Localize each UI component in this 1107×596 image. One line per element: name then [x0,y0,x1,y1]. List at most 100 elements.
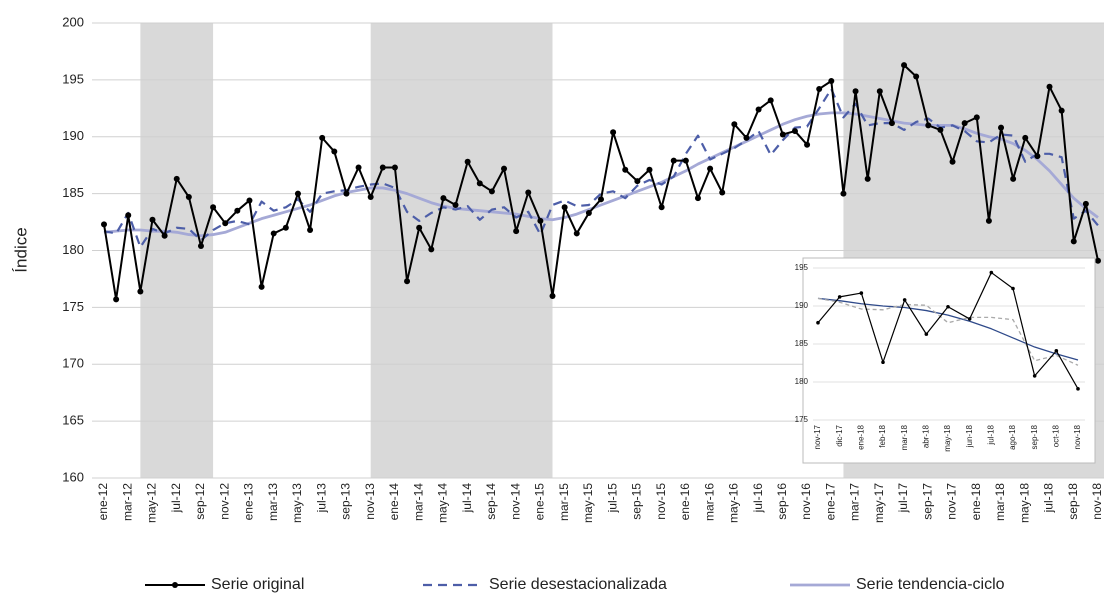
data-point [1032,374,1037,378]
data-point [937,126,944,133]
data-point [197,242,204,249]
x-tick-label: abr-18 [921,424,930,448]
x-tick-label: mar-17 [848,483,862,521]
data-point [561,204,568,211]
data-point [755,106,762,113]
data-point [319,134,326,141]
data-point [985,217,992,224]
data-point [967,317,972,321]
data-point [549,293,556,299]
data-point [573,230,580,237]
data-point [476,180,483,187]
data-point [859,291,864,295]
series-line [817,297,1079,366]
series-line [103,111,1099,238]
y-tick-label: 175 [62,299,84,314]
data-point [282,224,289,231]
data-point [816,85,823,92]
data-point [1058,107,1065,114]
x-tick-label: mar-13 [266,483,280,521]
data-point [513,228,520,235]
data-point [246,197,253,204]
data-point [828,78,835,85]
x-tick-label: jul-13 [314,483,328,514]
x-tick-label: sep-17 [920,483,934,520]
x-tick-label: sep-16 [775,483,789,520]
x-tick-label: nov-15 [654,483,668,520]
data-point [707,165,714,172]
data-point [646,166,653,173]
x-tick-label: nov-16 [799,483,813,520]
data-point [743,134,750,141]
data-point [428,246,435,253]
data-point [488,188,495,195]
data-point [1076,387,1080,391]
data-point [343,190,350,197]
x-tick-label: dic-17 [835,424,844,446]
y-tick-label: 180 [795,377,809,386]
data-point [379,164,386,171]
data-point [1011,286,1015,291]
y-axis-label: Índice [11,227,30,272]
data-point [440,195,447,202]
data-point [610,129,617,136]
x-tick-label: sep-13 [339,483,353,520]
x-tick-label: ene-18 [969,483,983,521]
x-tick-label: sep-18 [1030,424,1039,449]
data-point [719,189,726,196]
data-point [670,157,677,164]
legend-label: Serie desestacionalizada [489,576,667,593]
data-point [864,175,871,182]
data-point [658,204,665,211]
x-tick-label: may-15 [581,483,595,523]
data-point [101,221,107,228]
data-point [222,220,229,227]
data-point [902,298,907,302]
data-point [961,120,968,127]
x-tick-label: ene-18 [856,424,865,449]
x-tick-label: feb-18 [878,424,887,447]
data-point [404,278,411,285]
legend-label: Serie tendencia-ciclo [856,576,1005,593]
data-point [779,131,786,138]
x-tick-label: jul-18 [1042,483,1056,514]
inset-frame [802,257,1096,464]
x-tick-label: may-13 [290,483,304,523]
x-tick-label: sep-18 [1066,483,1080,520]
x-tick-label: ene-12 [96,483,110,521]
data-point [113,296,120,303]
data-point [840,190,847,197]
y-tick-label: 160 [62,469,84,484]
data-point [804,141,811,148]
x-tick-label: jul-18 [986,424,995,445]
data-point [876,88,883,95]
x-tick-label: ene-16 [678,483,692,521]
x-tick-label: nov-13 [363,483,377,520]
y-tick-label: 185 [795,339,809,348]
data-point [355,164,362,171]
data-point [791,128,798,135]
data-point [367,194,374,201]
data-point [149,216,156,223]
data-point [1095,257,1101,264]
x-tick-label: may-18 [943,424,952,451]
legend-marker [172,582,178,588]
data-point [913,73,920,80]
data-point [1046,83,1053,90]
data-point [1070,238,1077,245]
x-tick-label: jul-14 [460,483,474,514]
data-point [173,175,180,182]
data-point [989,270,994,275]
data-point [234,207,241,214]
x-tick-label: sep-12 [193,483,207,520]
x-tick-label: nov-12 [217,483,231,520]
data-point [634,178,641,185]
data-point [307,227,314,234]
data-point [852,88,859,95]
data-point [622,166,629,173]
x-tick-label: mar-16 [702,483,716,521]
data-point [694,195,701,202]
data-point [585,209,592,216]
data-point [1022,134,1029,141]
data-point [185,194,192,201]
